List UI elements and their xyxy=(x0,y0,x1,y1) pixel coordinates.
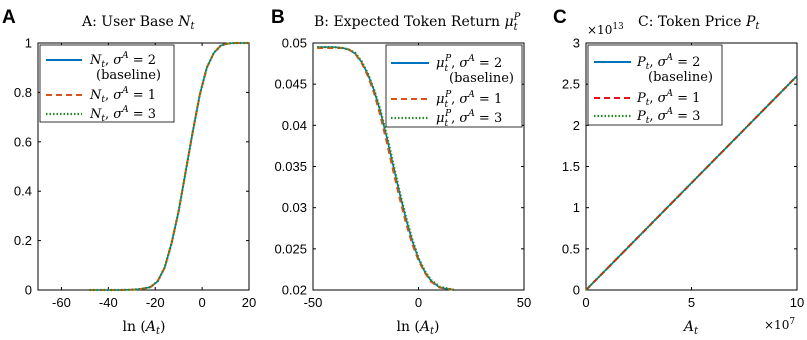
panel-b-legend: μtP, σA = 2 (baseline) μtP, σA = 1 μtP, … xyxy=(385,44,523,129)
panel-a-xtick-label: 0 xyxy=(198,295,205,310)
legend-text-b-sigma3: μtP, σA = 3 xyxy=(436,109,502,129)
panel-a-lines xyxy=(89,41,249,292)
legend-text-a-sigma3: Nt, σA = 3 xyxy=(89,105,156,124)
panel-a-xtick-label: -20 xyxy=(146,295,165,310)
panel-b-ticks: -50 0 50 0.02 0.025 0.03 0.035 0.04 0.045 0.05 xyxy=(274,36,531,311)
panel-c-series-dotted xyxy=(585,75,798,291)
panel-c-ytick-label: 0 xyxy=(573,283,580,298)
panel-c-legend-box xyxy=(587,44,723,126)
panel-b-xtick-label: 50 xyxy=(517,295,531,310)
panel-a-legend-box xyxy=(39,44,175,123)
panel-c-ytick-label: 2.5 xyxy=(562,77,580,92)
panel-b-ytick-label: 0.035 xyxy=(274,159,307,174)
panel-c-ytick-label: 1 xyxy=(573,200,580,215)
legend-text-c-sigma1: Pt, σA = 1 xyxy=(636,89,700,108)
panel-a-ytick-label: 0.6 xyxy=(14,134,32,149)
panel-b-ytick-label: 0.02 xyxy=(282,283,307,298)
panel-c-title: C: Token Price Pt xyxy=(638,14,760,32)
legend-text-a-baseline: Nt, σA = 2 xyxy=(89,51,156,70)
panel-a-ytick-label: 0.2 xyxy=(14,233,32,248)
panel-b-legend-box xyxy=(385,44,523,128)
panel-c-xtick-label: 5 xyxy=(688,295,695,310)
panel-c-ytick-label: 3 xyxy=(573,36,580,51)
legend-text-c-baseline-2: (baseline) xyxy=(648,70,713,85)
legend-text-a-baseline-2: (baseline) xyxy=(96,68,161,83)
panel-c-xtick-label: 0 xyxy=(582,295,589,310)
panel-a-xtick-label: -40 xyxy=(99,295,118,310)
panel-c-ytick-label: 0.5 xyxy=(562,241,580,256)
panel-a-xtick-label: -60 xyxy=(52,295,71,310)
panel-a-series-dotted xyxy=(89,41,249,292)
panel-a-ytick-label: 0 xyxy=(25,283,32,298)
panel-c-y-multiplier: ×1013 xyxy=(587,22,624,37)
legend-text-b-baseline: μtP, σA = 2 xyxy=(436,54,502,74)
panel-b-lines xyxy=(317,46,455,292)
panel-label-a: A xyxy=(2,7,16,28)
panel-c-ticks: 0 5 10 0 0.5 1 1.5 2 2.5 3 xyxy=(562,36,804,311)
panel-b-ytick-label: 0.05 xyxy=(282,36,307,51)
panel-c-ytick-label: 1.5 xyxy=(562,159,580,174)
panel-b-ytick-label: 0.04 xyxy=(282,118,307,133)
legend-text-c-baseline: Pt, σA = 2 xyxy=(636,53,700,72)
panel-b-ytick-label: 0.025 xyxy=(274,241,307,256)
panel-b-ytick-label: 0.045 xyxy=(274,77,307,92)
panel-c-x-multiplier: ×107 xyxy=(764,317,795,332)
panel-label-b: B xyxy=(271,7,285,28)
panel-c-legend: Pt, σA = 2 (baseline) Pt, σA = 1 Pt, σA … xyxy=(587,44,723,126)
panel-a-ytick-label: 0.4 xyxy=(14,184,32,199)
legend-text-c-sigma3: Pt, σA = 3 xyxy=(636,107,700,126)
panel-c: C ×1013 C: Token Price Pt 0 5 10 0 0.5 1 1.5 2 2… xyxy=(553,7,804,337)
panel-b-ytick-label: 0.03 xyxy=(282,200,307,215)
panel-a-legend: Nt, σA = 2 (baseline) Nt, σA = 1 Nt, σA … xyxy=(39,44,175,124)
legend-text-b-sigma1: μtP, σA = 1 xyxy=(436,90,502,110)
panel-b-xlabel: ln (At) xyxy=(396,319,439,337)
panel-label-c: C xyxy=(553,7,567,28)
panel-a-title: A: User Base Nt xyxy=(81,14,196,32)
panel-b: B B: Expected Token Return μtP -50 0 50 0.0… xyxy=(271,7,531,337)
panel-a-xlabel: ln (At) xyxy=(122,319,165,337)
panel-a: A A: User Base Nt -60 -40 -20 0 20 0 0.2 0.4 0.6… xyxy=(2,7,256,337)
legend-text-b-baseline-2: (baseline) xyxy=(449,71,514,86)
panel-a-ytick-label: 1 xyxy=(25,36,32,51)
panel-b-series-dotted xyxy=(317,46,455,292)
panel-a-xtick-label: 20 xyxy=(242,295,256,310)
panel-b-xtick-label: 0 xyxy=(415,295,422,310)
panel-b-xtick-label: -50 xyxy=(304,295,323,310)
panel-b-title: B: Expected Token Return μtP xyxy=(314,12,521,33)
panel-c-xlabel: At xyxy=(682,319,699,337)
panel-c-xtick-label: 10 xyxy=(790,295,804,310)
panel-c-lines xyxy=(585,75,798,291)
legend-text-a-sigma1: Nt, σA = 1 xyxy=(89,86,156,105)
panel-a-ticks: -60 -40 -20 0 20 0 0.2 0.4 0.6 0.8 1 xyxy=(14,36,256,311)
panel-a-ytick-label: 0.8 xyxy=(14,85,32,100)
panel-c-ytick-label: 2 xyxy=(573,118,580,133)
